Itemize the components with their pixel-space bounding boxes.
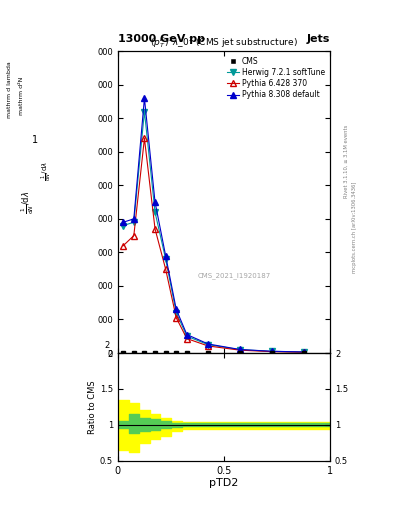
CMS	[121, 350, 126, 356]
Herwig 7.2.1 softTune	[142, 109, 147, 115]
Text: CMS_2021_I1920187: CMS_2021_I1920187	[198, 272, 271, 280]
Text: Jets: Jets	[307, 33, 330, 44]
Pythia 8.308 default	[163, 253, 168, 259]
Pythia 8.308 default	[152, 199, 157, 205]
Herwig 7.2.1 softTune	[206, 342, 211, 348]
Pythia 6.428 370	[142, 135, 147, 141]
Text: $\frac{1}{\mathrm{d}N} / \mathrm{d}\lambda$: $\frac{1}{\mathrm{d}N} / \mathrm{d}\lamb…	[19, 190, 36, 214]
Text: $\frac{1}{\mathrm{d}N} / \mathrm{d}\lambda$: $\frac{1}{\mathrm{d}N} / \mathrm{d}\lamb…	[40, 161, 54, 181]
Pythia 8.308 default	[131, 216, 136, 222]
Pythia 8.308 default	[185, 331, 189, 337]
Text: mathrm d lambda: mathrm d lambda	[7, 61, 12, 118]
Pythia 6.428 370	[121, 243, 126, 249]
Y-axis label: Ratio to CMS: Ratio to CMS	[88, 380, 97, 434]
Line: Pythia 6.428 370: Pythia 6.428 370	[120, 136, 307, 355]
Pythia 8.308 default	[142, 95, 147, 101]
Legend: CMS, Herwig 7.2.1 softTune, Pythia 6.428 370, Pythia 8.308 default: CMS, Herwig 7.2.1 softTune, Pythia 6.428…	[226, 55, 326, 101]
Pythia 8.308 default	[121, 219, 126, 225]
Herwig 7.2.1 softTune	[121, 223, 126, 229]
Herwig 7.2.1 softTune	[237, 347, 242, 353]
Herwig 7.2.1 softTune	[301, 349, 306, 355]
CMS	[237, 350, 242, 356]
Text: Rivet 3.1.10, ≥ 3.1M events: Rivet 3.1.10, ≥ 3.1M events	[344, 124, 349, 198]
Pythia 6.428 370	[174, 315, 179, 321]
Text: 1: 1	[32, 135, 39, 145]
Pythia 6.428 370	[237, 347, 242, 353]
CMS	[206, 350, 211, 356]
Text: mathrm d²N: mathrm d²N	[19, 77, 24, 115]
Pythia 6.428 370	[301, 349, 306, 355]
CMS	[185, 350, 189, 356]
Pythia 6.428 370	[152, 226, 157, 232]
Line: Pythia 8.308 default: Pythia 8.308 default	[120, 95, 307, 355]
Text: mcplots.cern.ch [arXiv:1306.3436]: mcplots.cern.ch [arXiv:1306.3436]	[352, 182, 357, 273]
Text: 13000 GeV pp: 13000 GeV pp	[118, 33, 205, 44]
Pythia 8.308 default	[206, 341, 211, 347]
Herwig 7.2.1 softTune	[185, 333, 189, 339]
X-axis label: pTD2: pTD2	[209, 478, 239, 488]
Herwig 7.2.1 softTune	[163, 256, 168, 262]
CMS	[142, 350, 147, 356]
Pythia 8.308 default	[174, 306, 179, 312]
CMS	[131, 350, 136, 356]
Pythia 8.308 default	[301, 349, 306, 355]
Pythia 8.308 default	[237, 347, 242, 353]
CMS	[163, 350, 168, 356]
Herwig 7.2.1 softTune	[174, 310, 179, 316]
Herwig 7.2.1 softTune	[270, 348, 274, 354]
Pythia 8.308 default	[270, 348, 274, 354]
Line: Herwig 7.2.1 softTune: Herwig 7.2.1 softTune	[120, 109, 307, 355]
Pythia 6.428 370	[185, 335, 189, 342]
Pythia 6.428 370	[270, 349, 274, 355]
CMS	[174, 350, 179, 356]
CMS	[270, 350, 274, 356]
Herwig 7.2.1 softTune	[152, 209, 157, 215]
CMS	[301, 350, 306, 356]
Pythia 6.428 370	[163, 266, 168, 272]
CMS	[152, 350, 157, 356]
Title: $(p_T^D)^2\lambda\_0^2$ (CMS jet substructure): $(p_T^D)^2\lambda\_0^2$ (CMS jet substru…	[150, 35, 298, 50]
Pythia 6.428 370	[131, 232, 136, 239]
Line: CMS: CMS	[121, 351, 305, 355]
Herwig 7.2.1 softTune	[131, 219, 136, 225]
Pythia 6.428 370	[206, 343, 211, 349]
Text: 2: 2	[105, 342, 110, 350]
